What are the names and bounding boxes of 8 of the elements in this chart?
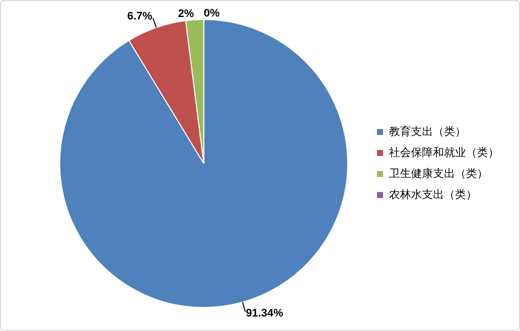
legend-label: 农林水支出（类） xyxy=(389,188,477,201)
legend-label: 社会保障和就业（类） xyxy=(389,146,499,159)
text: 0% xyxy=(204,8,220,20)
data-label: 2% xyxy=(178,8,194,20)
data-label: 91.34% xyxy=(246,308,284,320)
data-label: 6.7% xyxy=(127,10,153,22)
legend-label: 卫生健康支出（类） xyxy=(389,166,488,180)
legend-label: 教育支出（类） xyxy=(389,124,466,138)
